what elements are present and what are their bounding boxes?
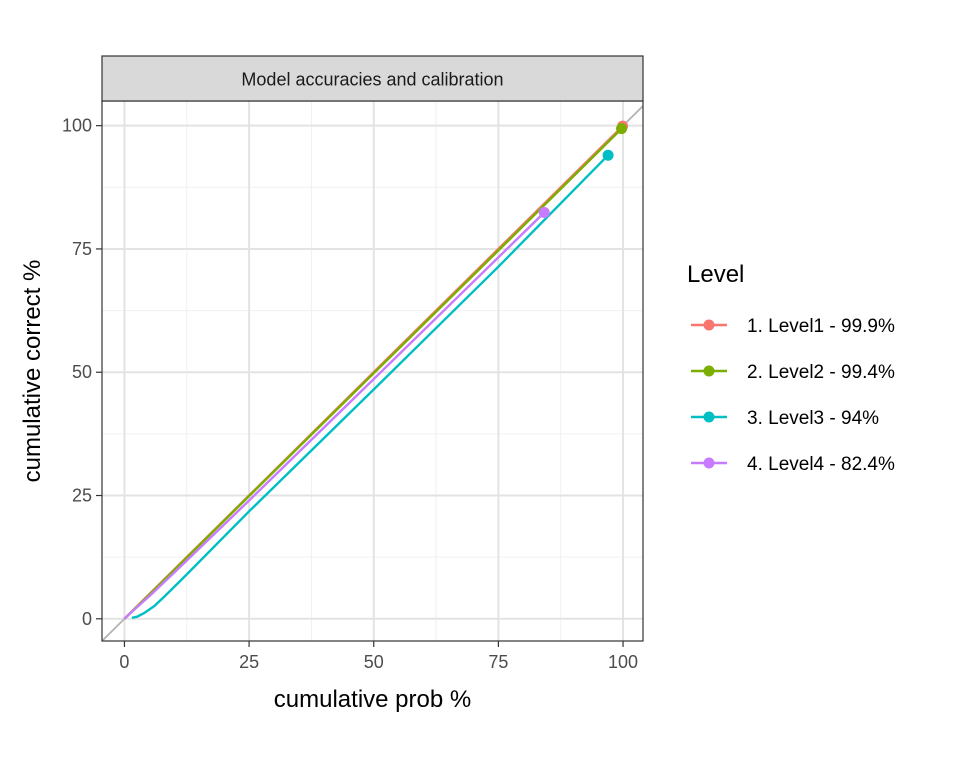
x-axis-title: cumulative prob % [274, 686, 471, 713]
legend-key-point-level4 [703, 457, 715, 469]
y-tick-label: 25 [72, 486, 92, 506]
y-axis-ticks: 0 25 50 75 100 [62, 116, 102, 629]
y-tick-label: 100 [62, 116, 92, 136]
legend-label-level2: 2. Level2 - 99.4% [747, 362, 895, 383]
x-tick-label: 50 [364, 652, 384, 672]
facet-strip [101, 55, 644, 102]
y-axis-title: cumulative correct % [19, 260, 46, 483]
endpoint-level2 [616, 123, 628, 135]
endpoint-level4 [538, 206, 550, 218]
legend: 1. Level1 - 99.9% 2. Level2 - 99.4% 3. Lev… [691, 316, 895, 475]
x-tick-label: 75 [488, 652, 508, 672]
legend-key-point-level3 [703, 411, 715, 423]
legend-key-point-level2 [703, 365, 715, 377]
series-line-level3 [131, 154, 609, 619]
legend-key-point-level1 [703, 319, 715, 331]
x-tick-label: 100 [608, 652, 638, 672]
series-line-level4 [123, 211, 546, 620]
series-lines [123, 125, 624, 620]
y-tick-label: 50 [72, 362, 92, 382]
x-tick-label: 25 [239, 652, 259, 672]
legend-label-level1: 1. Level1 - 99.9% [747, 316, 895, 337]
minor-gridlines [102, 101, 643, 641]
x-tick-label: 0 [119, 652, 129, 672]
chart-title: Model accuracies and calibration [241, 70, 503, 90]
y-tick-label: 75 [72, 239, 92, 259]
endpoint-level3 [602, 149, 614, 161]
legend-label-level3: 3. Level3 - 94% [747, 408, 879, 429]
x-axis-ticks: 0 25 50 75 100 [119, 641, 638, 672]
y-tick-label: 0 [82, 609, 92, 629]
legend-label-level4: 4. Level4 - 82.4% [747, 454, 895, 475]
legend-title: Level [687, 261, 744, 288]
series-endpoints [538, 120, 629, 218]
